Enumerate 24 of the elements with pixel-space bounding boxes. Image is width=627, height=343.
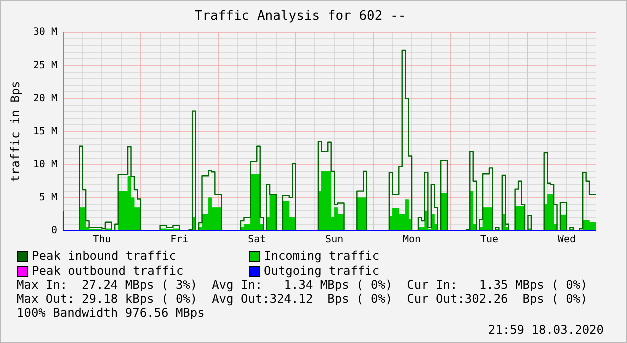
text: Max Out: 29.18 kBps ( 0%) Avg Out:324.12 Bps ( 0%) Cur Out:302.26 Bps ( 0%)	[17, 292, 589, 306]
y-tick-label: 10 M	[33, 159, 58, 170]
text: Max In: 27.24 MBps ( 3%) Avg In: 1.34 MBps ( 0%) Cur In: 1.35 MBps ( 0%)	[17, 278, 589, 292]
x-tick-label: Fri	[170, 234, 189, 246]
y-tick-label: 25 M	[33, 60, 58, 72]
x-tick-label: Thu	[93, 234, 112, 246]
legend-label: Outgoing traffic	[264, 264, 380, 278]
y-tick-label: 0	[51, 226, 58, 237]
y-tick-label: 15 M	[33, 126, 58, 138]
legend-label: Incoming traffic	[264, 249, 380, 263]
chart-title: Traffic Analysis for 602 --	[194, 9, 406, 24]
legend-label: Peak outbound traffic	[32, 264, 184, 278]
x-tick-label: Tue	[480, 234, 499, 246]
y-tick-label: 5 M	[39, 192, 58, 204]
x-tick-label: Sun	[326, 234, 344, 246]
x-tick-label: Mon	[403, 234, 422, 246]
text: 21:59 18.03.2020	[487, 323, 604, 337]
x-tick-label: Wed	[558, 234, 576, 246]
legend-label: Peak inbound traffic	[32, 249, 176, 263]
y-tick-label: 30 M	[33, 27, 58, 38]
y-tick-label: 20 M	[33, 93, 58, 104]
x-tick-label: Sat	[248, 234, 266, 246]
text: 100% Bandwidth 976.56 MBps	[17, 306, 206, 320]
y-axis-title: traffic in Bps	[8, 81, 22, 182]
